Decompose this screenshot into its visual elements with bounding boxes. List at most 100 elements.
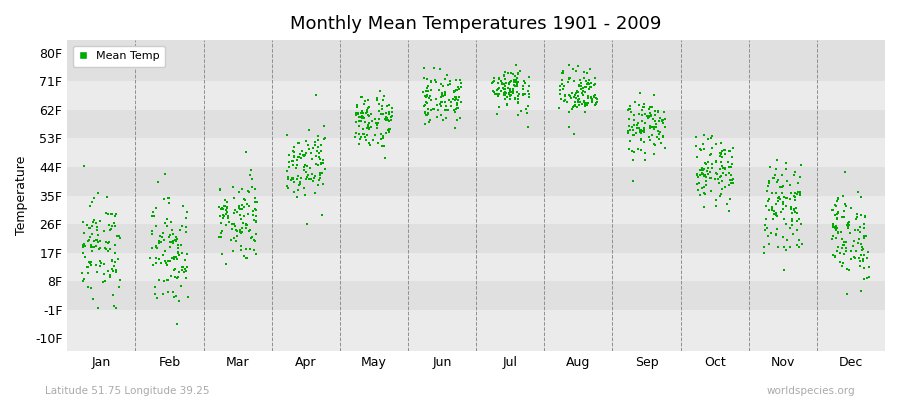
Point [583,66,598,72]
Point [89,242,104,249]
Point [364,111,378,117]
Point [499,92,513,99]
Point [501,85,516,91]
Point [491,80,505,86]
Point [101,211,115,217]
Point [634,112,649,119]
Point [696,141,710,147]
Point [849,248,863,254]
Point [486,89,500,96]
Point [90,305,104,311]
Point [834,262,849,269]
Point [170,245,184,252]
Point [310,137,325,143]
Point [378,155,392,161]
Point [585,99,599,105]
Point [853,288,868,294]
Point [418,93,432,99]
Point [570,88,584,94]
Point [707,176,722,182]
Point [162,234,176,240]
Point [296,164,310,170]
Point [693,172,707,178]
Point [365,137,380,144]
Point [238,149,253,156]
Point [102,222,116,229]
Point [622,116,636,123]
Point [828,225,842,231]
Point [105,257,120,264]
Point [573,79,588,86]
Point [224,225,238,232]
Point [832,259,847,265]
Point [831,244,845,250]
Point [311,154,326,160]
Point [761,240,776,247]
Point [360,124,374,131]
Point [830,248,844,254]
Point [783,225,797,231]
Point [785,215,799,222]
Point [379,130,393,136]
Point [299,150,313,156]
Point [285,176,300,182]
Point [158,248,173,254]
Point [705,164,719,171]
Point [153,239,167,245]
Point [840,222,854,228]
Point [309,92,323,98]
Point [856,258,870,264]
Point [839,248,853,254]
Point [360,106,374,113]
Point [238,255,253,261]
Point [502,79,517,86]
Point [99,246,113,252]
Point [170,321,184,328]
Point [348,134,363,140]
Point [842,224,856,230]
Point [628,98,643,105]
Point [355,108,369,115]
Point [557,93,572,100]
Point [828,224,842,230]
Point [314,148,328,154]
Point [453,115,467,121]
Point [690,187,705,194]
Point [590,96,604,102]
Point [775,184,789,190]
Point [249,199,264,206]
Point [839,203,853,210]
Point [418,94,433,100]
Point [304,150,319,156]
Point [76,250,90,256]
Point [168,266,183,272]
Point [158,170,172,177]
Point [168,274,183,280]
Point [316,181,330,188]
Point [770,178,785,185]
Point [626,156,640,163]
Point [373,87,387,94]
Point [148,260,163,266]
Point [421,111,436,118]
Point [234,247,248,254]
Point [760,183,775,189]
Point [314,142,328,148]
Point [567,131,581,137]
Point [580,101,595,108]
Point [704,175,718,182]
Point [788,190,802,196]
Point [162,244,176,250]
Point [352,122,366,129]
Point [508,96,522,102]
Point [291,161,305,168]
Point [81,284,95,290]
Point [792,215,806,222]
Point [626,149,641,156]
Point [622,146,636,152]
Point [500,94,514,100]
Point [92,245,106,252]
Point [448,108,463,115]
Point [715,148,729,154]
Point [148,242,163,249]
